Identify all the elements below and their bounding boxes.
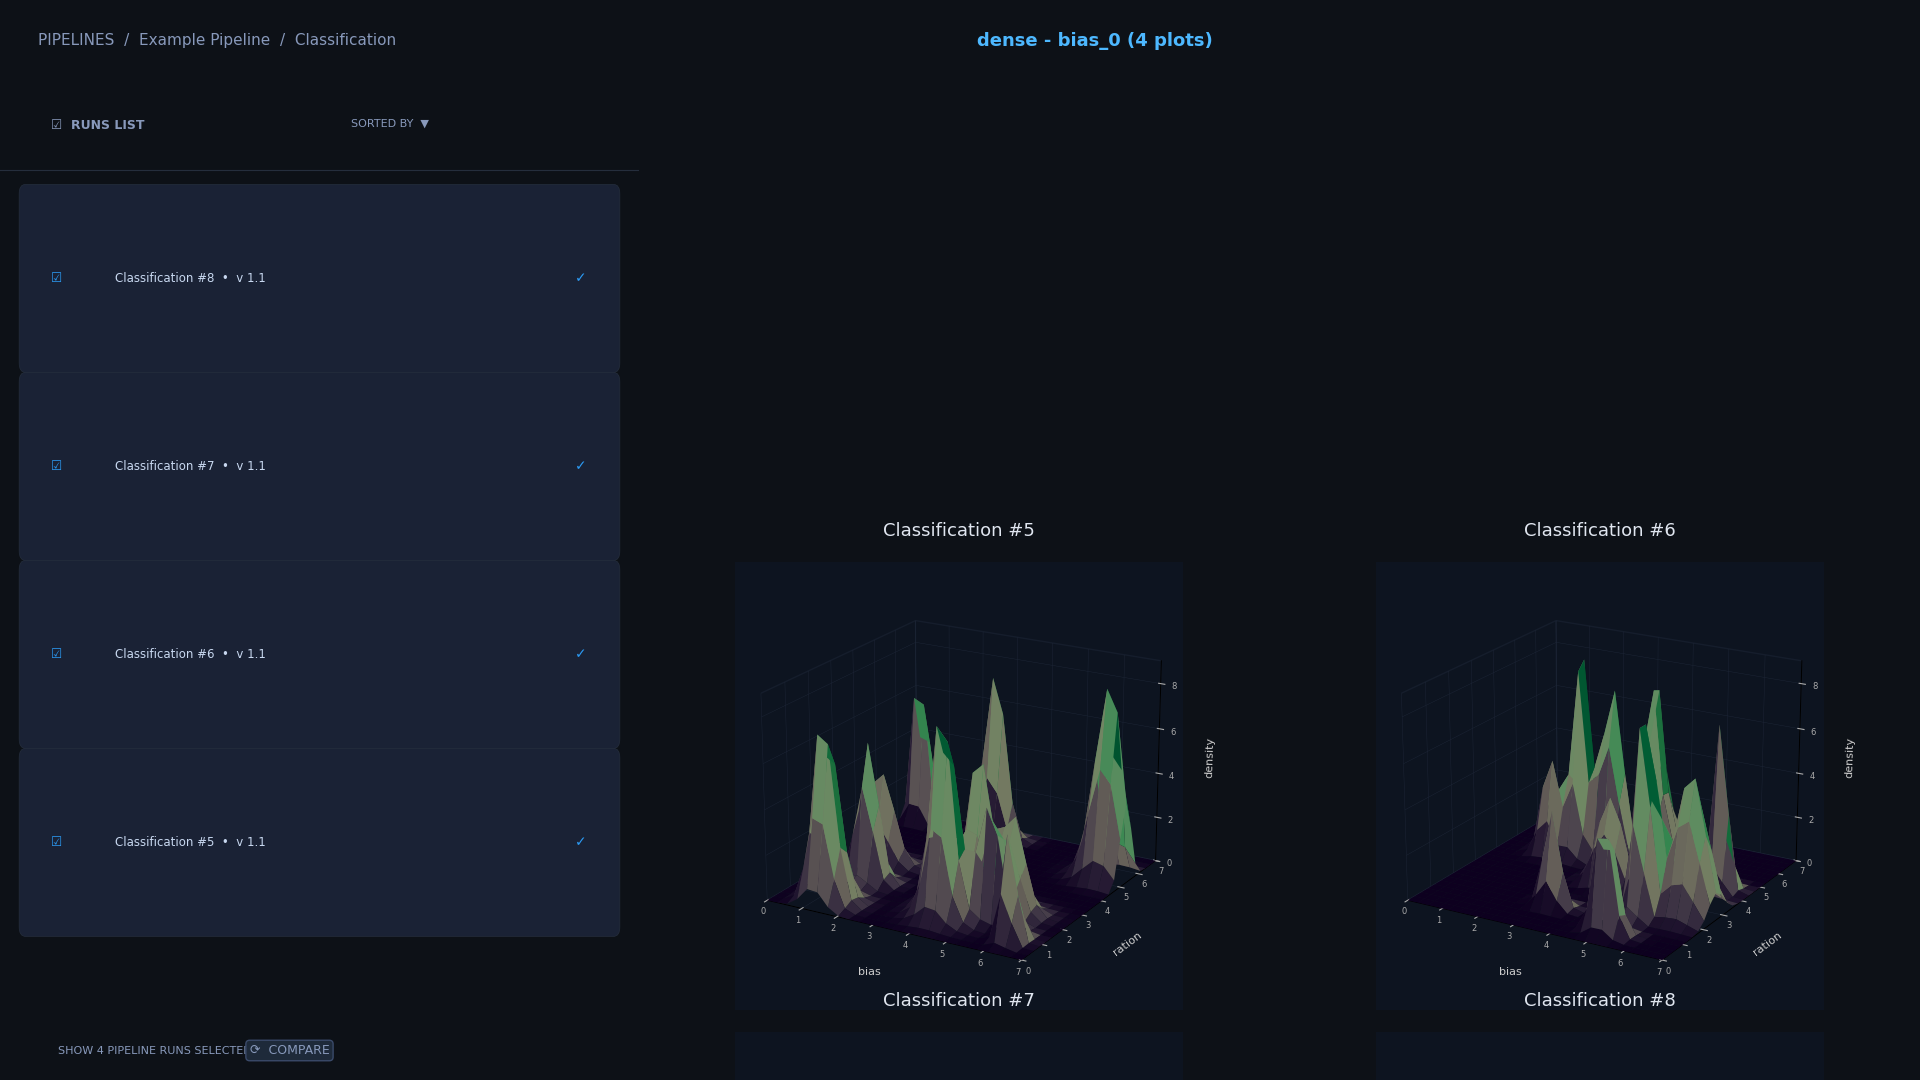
- FancyBboxPatch shape: [19, 373, 620, 561]
- X-axis label: bias: bias: [858, 967, 881, 977]
- Text: SHOW 4 PIPELINE RUNS SELECTED: SHOW 4 PIPELINE RUNS SELECTED: [58, 1045, 252, 1055]
- Text: Classification #5  •  v 1.1: Classification #5 • v 1.1: [115, 836, 265, 849]
- FancyBboxPatch shape: [19, 748, 620, 936]
- Text: ☑: ☑: [52, 836, 61, 849]
- Text: ✓: ✓: [576, 836, 588, 849]
- Text: ✓: ✓: [576, 647, 588, 661]
- X-axis label: bias: bias: [1498, 967, 1521, 977]
- Text: ✓: ✓: [576, 271, 588, 285]
- Text: PIPELINES  /  Example Pipeline  /  Classification: PIPELINES / Example Pipeline / Classific…: [38, 33, 397, 48]
- Text: Classification #6: Classification #6: [1524, 523, 1676, 540]
- Text: ☑: ☑: [52, 272, 61, 285]
- FancyBboxPatch shape: [19, 185, 620, 373]
- FancyBboxPatch shape: [19, 561, 620, 748]
- Text: ☑: ☑: [52, 460, 61, 473]
- Text: Classification #7  •  v 1.1: Classification #7 • v 1.1: [115, 460, 265, 473]
- Text: Classification #5: Classification #5: [883, 523, 1035, 540]
- Y-axis label: ration: ration: [1112, 930, 1142, 957]
- Text: dense - bias_0 (4 plots): dense - bias_0 (4 plots): [977, 31, 1212, 50]
- Text: Classification #8: Classification #8: [1524, 993, 1676, 1010]
- Text: ☑: ☑: [52, 648, 61, 661]
- Text: Classification #6  •  v 1.1: Classification #6 • v 1.1: [115, 648, 265, 661]
- Text: ✓: ✓: [576, 459, 588, 473]
- Text: ⟳  COMPARE: ⟳ COMPARE: [250, 1044, 330, 1057]
- Text: Classification #7: Classification #7: [883, 993, 1035, 1010]
- Y-axis label: ration: ration: [1751, 930, 1784, 957]
- Text: Classification #8  •  v 1.1: Classification #8 • v 1.1: [115, 272, 265, 285]
- Text: ☑  RUNS LIST: ☑ RUNS LIST: [52, 119, 144, 132]
- Text: SORTED BY  ▼: SORTED BY ▼: [351, 119, 430, 129]
